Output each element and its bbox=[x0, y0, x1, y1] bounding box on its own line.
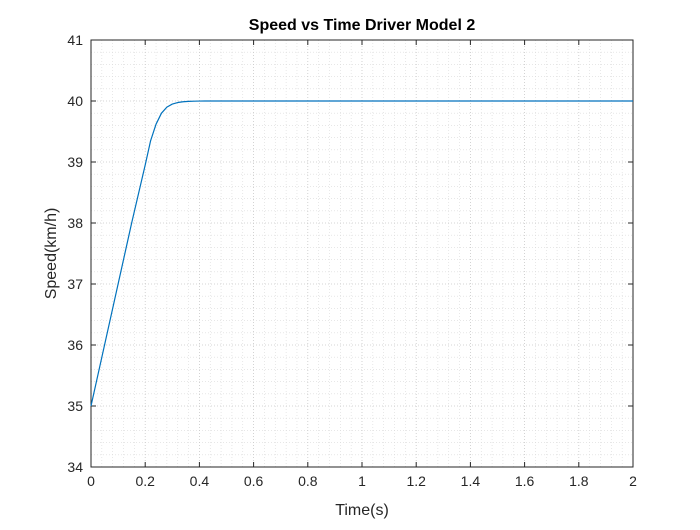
x-axis-label: Time(s) bbox=[335, 502, 389, 519]
x-tick-label: 0.2 bbox=[135, 473, 155, 489]
x-tick-label: 1 bbox=[358, 473, 366, 489]
y-tick-label: 37 bbox=[67, 276, 83, 292]
y-tick-label: 34 bbox=[67, 459, 83, 475]
chart-title: Speed vs Time Driver Model 2 bbox=[249, 17, 476, 34]
series-layer bbox=[90, 100, 633, 407]
series-line-1 bbox=[90, 100, 633, 407]
x-tick-label: 2 bbox=[629, 473, 637, 489]
x-tick-label: 0.8 bbox=[298, 473, 318, 489]
y-tick-label: 39 bbox=[67, 154, 83, 170]
y-tick-label: 41 bbox=[67, 32, 83, 48]
x-tick-label: 1.2 bbox=[406, 473, 426, 489]
x-tick-label: 0.6 bbox=[244, 473, 264, 489]
ticks: 0 0.2 0.4 0.6 0.8 1 1.2 1.4 1.6 1.8 2 34 35 36 37 38 39 4… bbox=[67, 32, 637, 489]
y-axis-label: Speed(km/h) bbox=[43, 208, 60, 300]
y-tick-label: 35 bbox=[67, 398, 83, 414]
y-tick-label: 38 bbox=[67, 215, 83, 231]
x-tick-label: 1.4 bbox=[461, 473, 481, 489]
x-tick-label: 1.8 bbox=[569, 473, 589, 489]
x-tick-label: 0.4 bbox=[190, 473, 210, 489]
x-tick-label: 1.6 bbox=[515, 473, 535, 489]
grid bbox=[90, 39, 634, 468]
y-tick-label: 40 bbox=[67, 93, 83, 109]
x-tick-label: 0 bbox=[87, 473, 95, 489]
y-tick-label: 36 bbox=[67, 337, 83, 353]
